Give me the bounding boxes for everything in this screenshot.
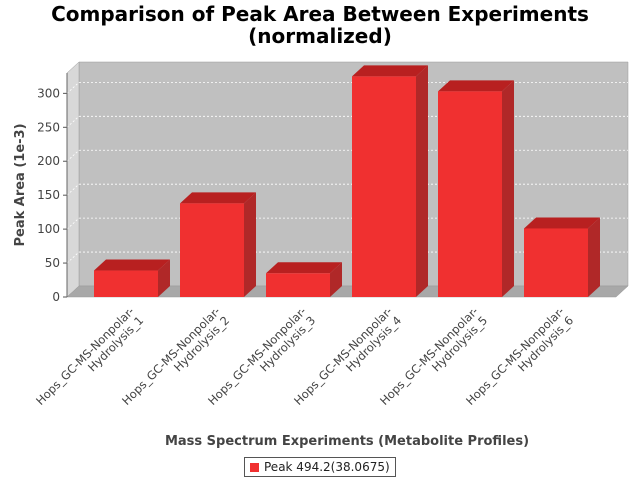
bar-side: [244, 192, 256, 297]
y-tick-label: 50: [45, 256, 60, 270]
bar-top: [266, 262, 342, 274]
bar: [524, 228, 588, 297]
bar: [180, 203, 244, 297]
chart-title: Comparison of Peak Area Between Experime…: [51, 2, 589, 26]
bar: [266, 273, 330, 297]
y-axis-title: Peak Area (1e-3): [13, 123, 28, 246]
bar-side: [588, 217, 600, 297]
bar: [352, 76, 416, 297]
bar-top: [94, 259, 170, 271]
gridline: [66, 116, 80, 128]
bar-side: [416, 65, 428, 297]
bar-top: [352, 65, 428, 77]
y-tick-label: 250: [37, 120, 60, 134]
y-tick-label: 200: [37, 154, 60, 168]
bar: [438, 91, 502, 297]
bar-side: [158, 259, 170, 297]
gridline: [66, 82, 80, 94]
y-tick-label: 0: [52, 290, 60, 304]
y-tick-label: 300: [37, 86, 60, 100]
gridline: [66, 217, 80, 230]
plot-left-wall: [66, 61, 80, 298]
bar-top: [180, 192, 256, 204]
bar-side: [330, 262, 342, 297]
chart-subtitle: (normalized): [248, 24, 392, 48]
gridline: [66, 251, 80, 264]
y-tick-label: 100: [37, 222, 60, 236]
bar-top: [524, 217, 600, 229]
legend-label: Peak 494.2(38.0675): [264, 460, 390, 474]
y-tick-label: 150: [37, 188, 60, 202]
x-axis-title: Mass Spectrum Experiments (Metabolite Pr…: [165, 434, 529, 449]
legend-swatch: [250, 462, 259, 472]
legend: Peak 494.2(38.0675): [244, 457, 396, 477]
bar: [94, 270, 158, 297]
bar-side: [502, 80, 514, 297]
bar-top: [438, 80, 514, 92]
gridline: [66, 149, 80, 162]
gridline: [66, 183, 80, 196]
x-tick-label-line: Hops_GC-MS-Nonpolar-: [33, 304, 137, 408]
